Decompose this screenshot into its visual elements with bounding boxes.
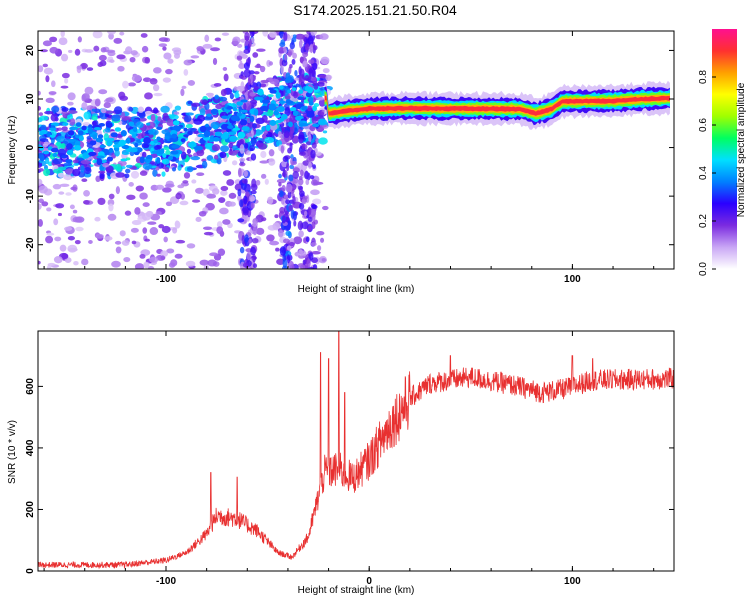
colorbar-gradient [712, 29, 737, 269]
y-tick-label: 20 [25, 44, 36, 56]
y-tick-label: 200 [25, 501, 36, 518]
colorbar-label: Normalized spectral amplitude [736, 82, 747, 217]
y-tick-label: -10 [25, 188, 36, 203]
snr-panel: -100 0 100 0 200 400 600 Height of straight l… [7, 330, 675, 596]
snr-x-ticks: -100 0 100 [43, 331, 655, 587]
y-tick-label: 10 [25, 93, 36, 105]
y-tick-label: 400 [25, 439, 36, 456]
chart-title: S174.2025.151.21.50.R04 [293, 2, 457, 18]
colorbar-tick-label: 0.0 [698, 262, 709, 276]
spectrogram-x-ticks: -100 0 100 [43, 31, 655, 285]
y-tick-label: 0 [25, 568, 36, 574]
snr-y-label: SNR (10 * v/v) [7, 420, 18, 484]
x-tick-label: 100 [564, 576, 581, 587]
colorbar-tick-label: 0.6 [698, 118, 709, 132]
spectrogram-heatmap [38, 31, 670, 269]
x-tick-label: -100 [156, 274, 176, 285]
spectrogram-y-label: Frequency (Hz) [7, 116, 18, 185]
snr-y-ticks: 0 200 400 600 [25, 378, 674, 574]
y-tick-label: -20 [25, 237, 36, 252]
x-tick-label: 0 [366, 274, 372, 285]
colorbar-ticks: 0.0 0.2 0.4 0.6 0.8 [698, 70, 716, 276]
x-tick-label: 0 [366, 576, 372, 587]
colorbar-tick-label: 0.8 [698, 70, 709, 84]
colorbar-tick-label: 0.2 [698, 214, 709, 228]
x-tick-label: -100 [156, 576, 176, 587]
colorbar-tick-label: 0.4 [698, 166, 709, 180]
spectrogram-x-label: Height of straight line (km) [298, 284, 415, 295]
colorbar: 0.0 0.2 0.4 0.6 0.8 Normalized spectral ampl… [698, 29, 747, 276]
snr-x-label: Height of straight line (km) [298, 585, 415, 596]
y-tick-label: 0 [25, 144, 36, 150]
spectrogram-y-ticks: -20 -10 0 10 20 [25, 44, 674, 252]
y-tick-label: 600 [25, 378, 36, 395]
snr-frame [37, 330, 675, 572]
snr-series-line [38, 331, 674, 570]
x-tick-label: 100 [564, 274, 581, 285]
spectrogram-frame [37, 30, 675, 270]
